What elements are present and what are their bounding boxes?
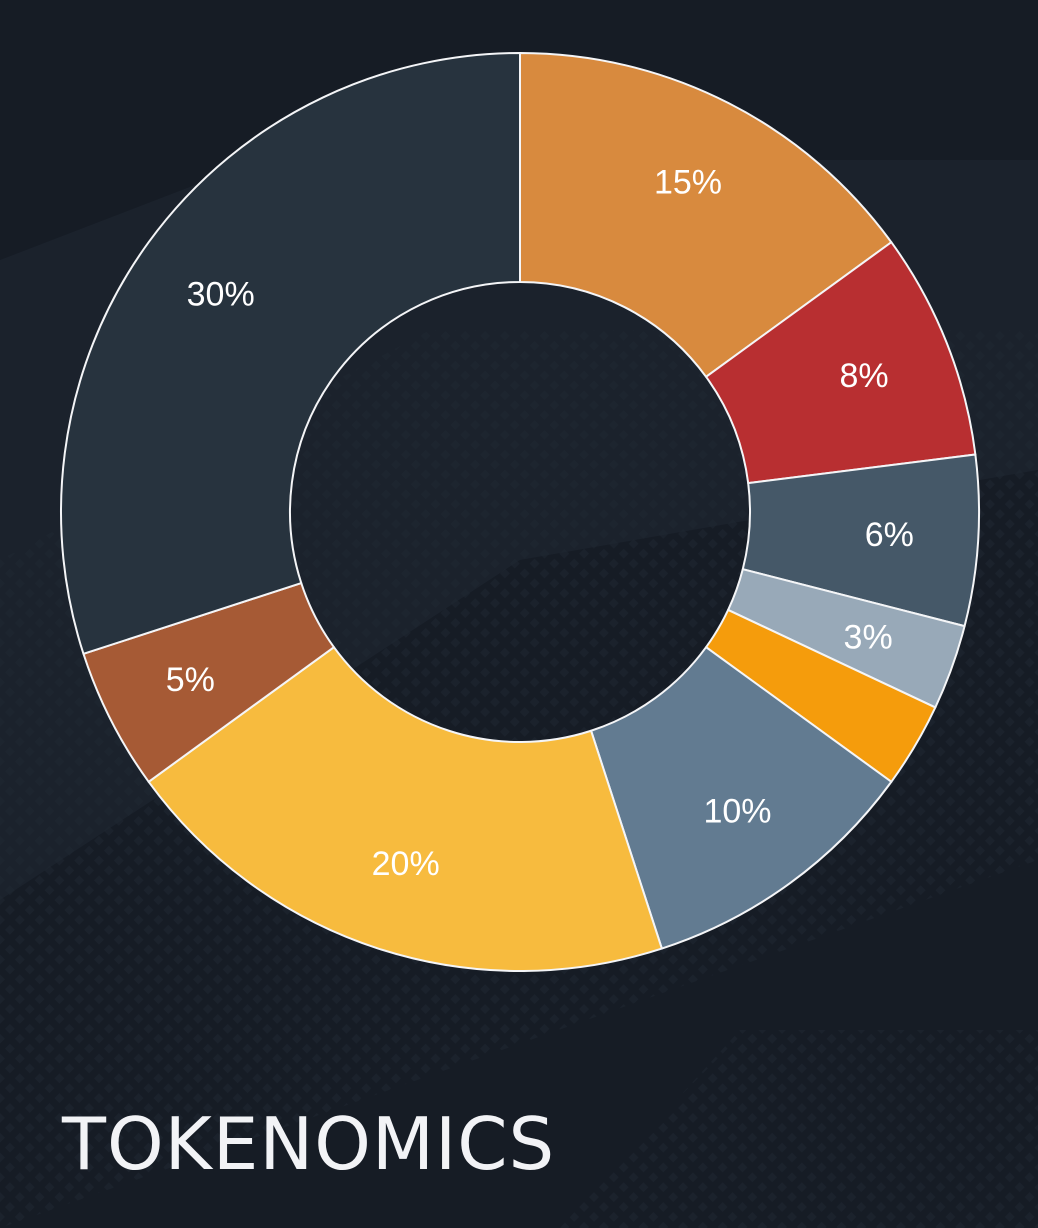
donut-slice-7 [147,646,663,972]
slice-labels: 15% 8% 6% 3% 10% 20% 5% 30% [166,163,914,883]
donut-slice-6 [590,646,893,950]
slice-label-1: 15% [654,163,722,201]
slice-label-4: 3% [844,618,893,656]
donut-slices [60,52,980,972]
slice-label-7: 20% [372,845,440,883]
slice-label-2: 8% [839,357,888,395]
slice-label-8: 5% [166,661,215,699]
slice-label-6: 10% [703,792,771,830]
slice-label-3: 6% [865,516,914,554]
donut-slice-1 [519,52,893,378]
slice-label-9: 30% [187,276,255,314]
donut-slice-9 [60,52,521,655]
page-title: TOKENOMICS [62,1102,556,1186]
